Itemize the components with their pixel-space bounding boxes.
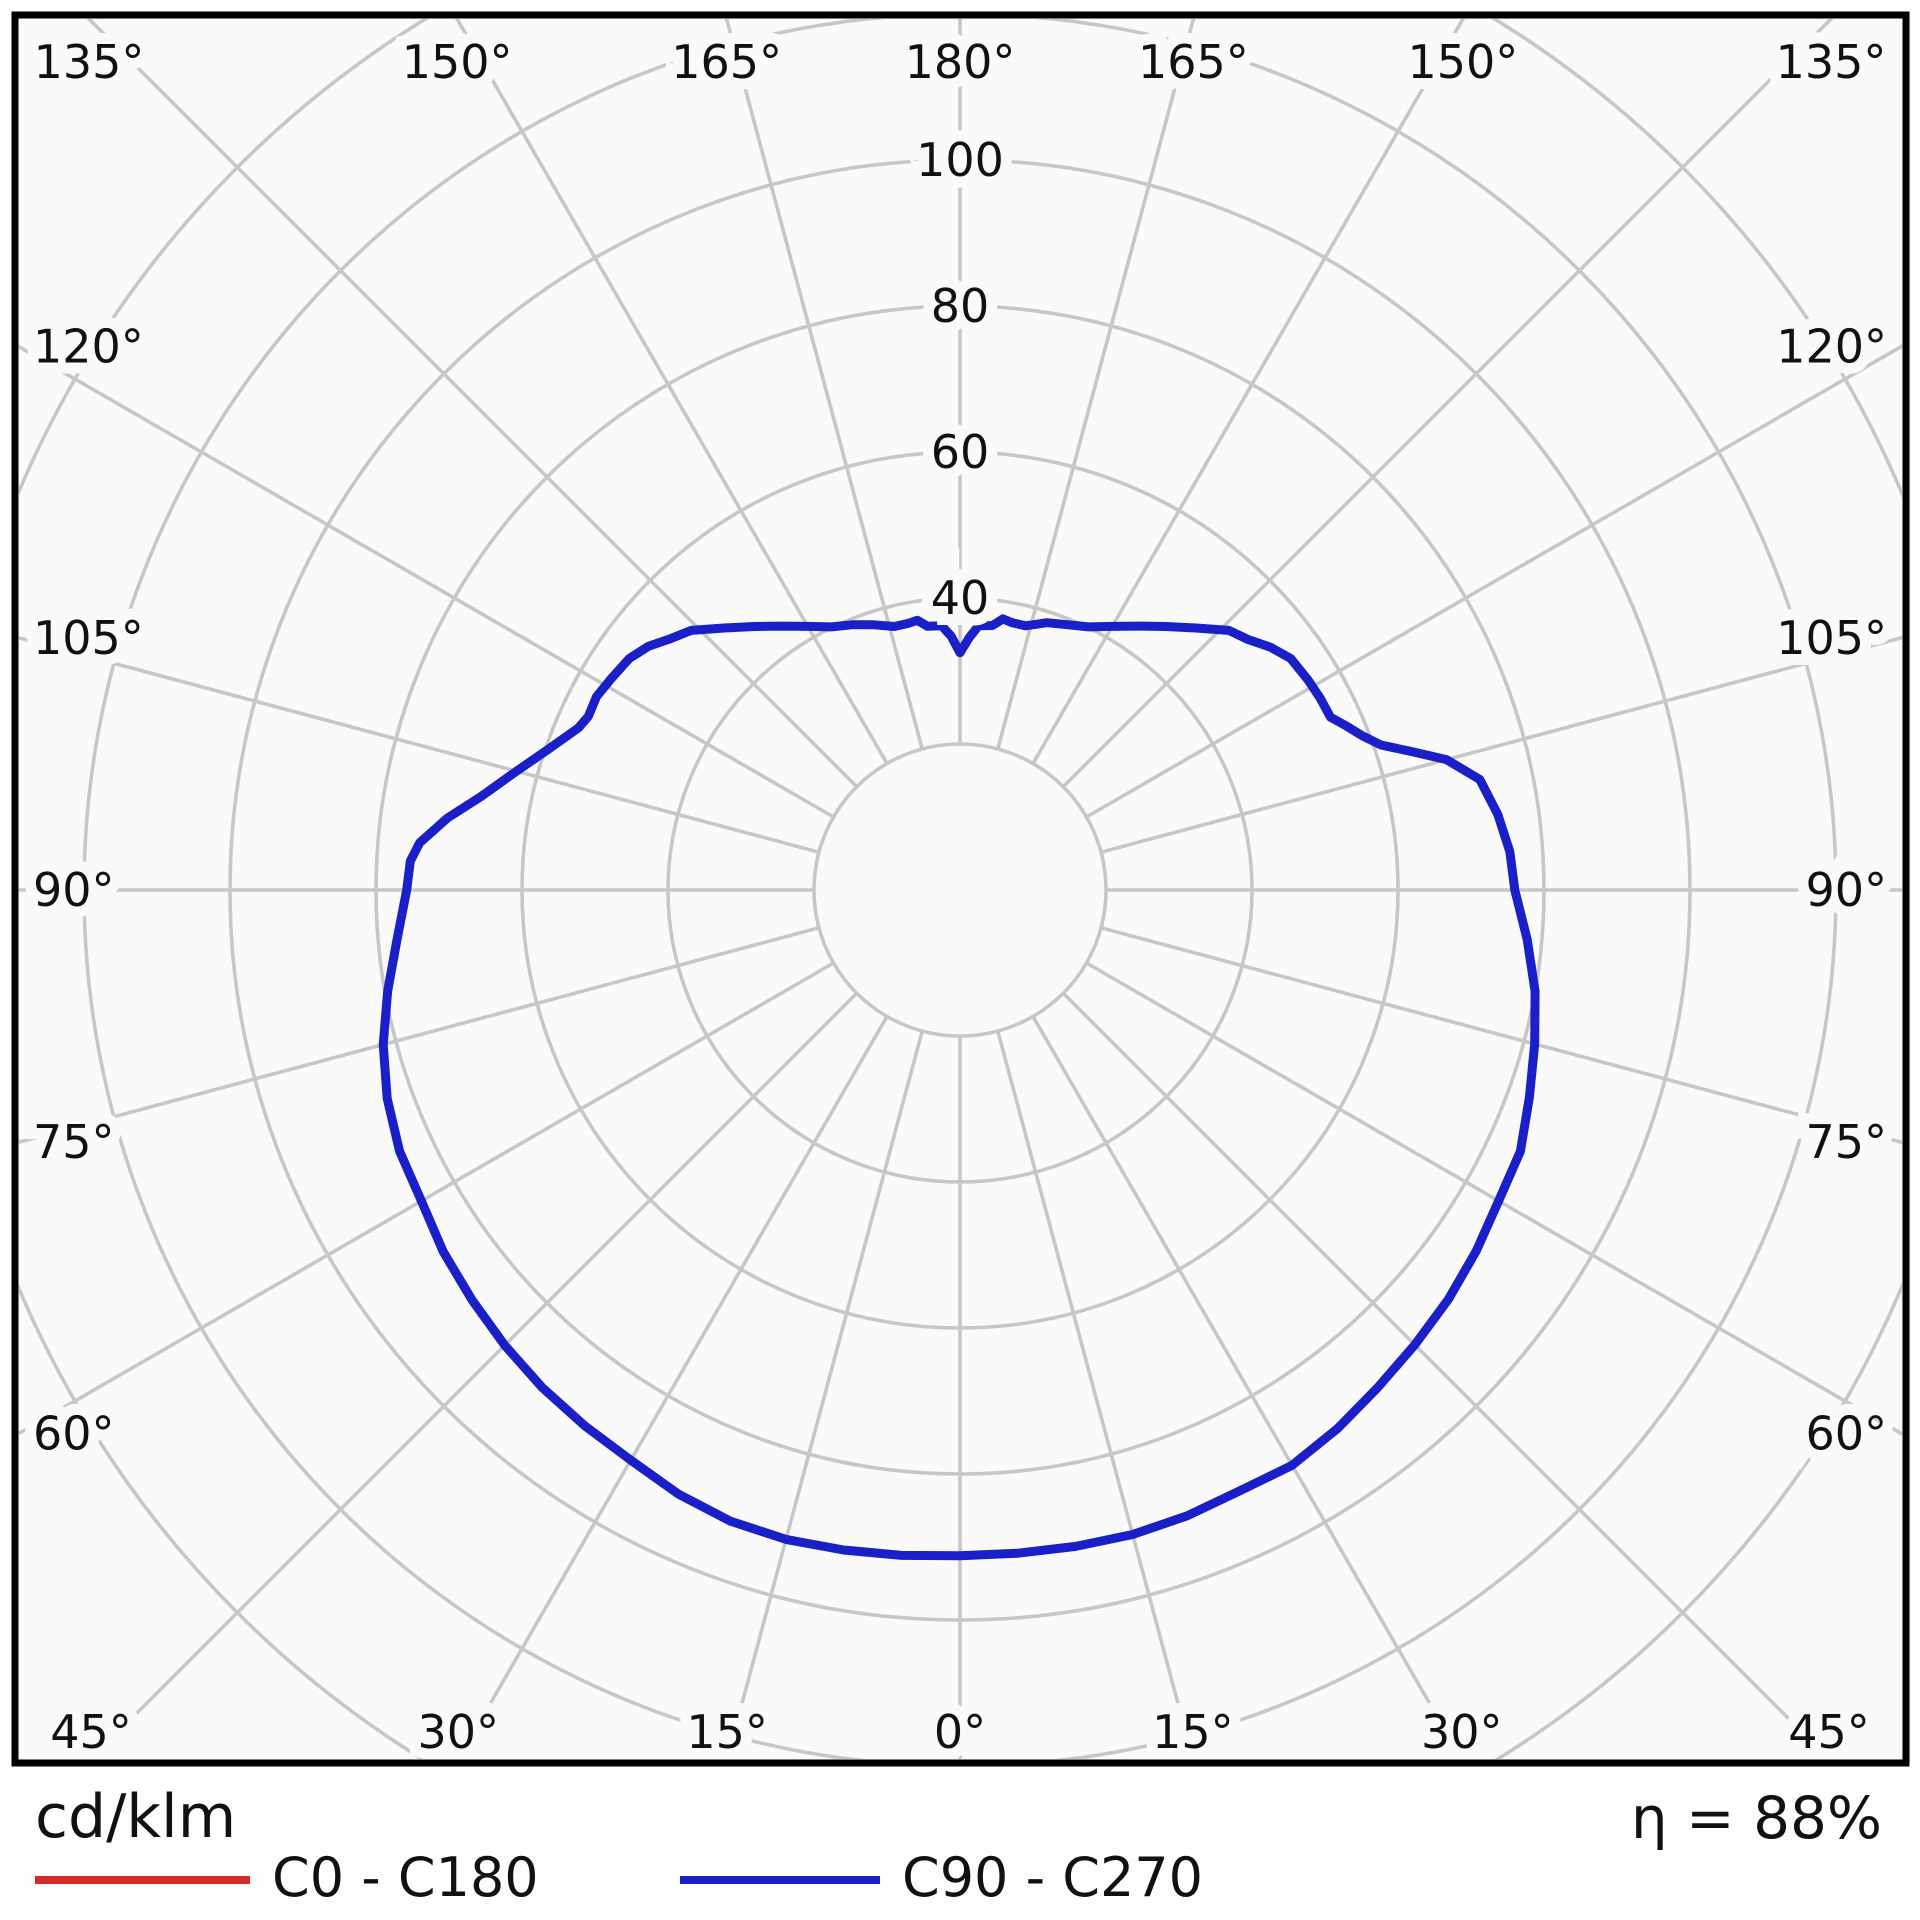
efficiency-label: η = 88%: [1630, 1784, 1882, 1852]
angle-label-left-4: 60°: [33, 1406, 115, 1460]
legend-line-c0-c180: [35, 1876, 250, 1884]
polar-grid-spoke-75-left: [19, 926, 820, 1145]
angle-label-top-3: 180°: [905, 35, 1016, 89]
polar-grid-spoke-60-left: [19, 961, 835, 1436]
angle-label-top-5: 150°: [1407, 35, 1518, 89]
angle-label-right-2: 90°: [1805, 863, 1887, 917]
radial-tick-label-100: 100: [916, 133, 1004, 187]
polar-grid-spoke-165-left: [724, 19, 924, 750]
angle-label-right-3: 75°: [1805, 1115, 1887, 1169]
angle-label-left-0: 120°: [33, 320, 144, 374]
polar-grid-spoke-120-left: [19, 344, 835, 819]
angle-label-top-2: 165°: [671, 35, 782, 89]
polar-grid-spoke-150-left: [455, 19, 889, 765]
angle-label-right-0: 120°: [1776, 320, 1887, 374]
angle-label-bottom-0: 45°: [50, 1705, 132, 1759]
polar-grid-spoke-105-right: [1100, 635, 1902, 854]
angle-label-left-2: 90°: [33, 863, 115, 917]
polar-grid-spoke-60-right: [1085, 961, 1902, 1436]
polar-grid-spoke-150-right: [1031, 19, 1465, 765]
angle-label-bottom-1: 30°: [418, 1705, 500, 1759]
polar-grid-spoke-120-right: [1085, 344, 1902, 819]
angle-label-bottom-6: 45°: [1788, 1705, 1870, 1759]
legend-label-c90-c270: C90 - C270: [902, 1846, 1204, 1909]
radial-tick-label-80: 80: [931, 279, 990, 333]
angle-label-bottom-3: 0°: [934, 1705, 986, 1759]
angle-label-top-0: 135°: [34, 35, 145, 89]
legend-label-c0-c180: C0 - C180: [272, 1846, 539, 1909]
polar-grid-spoke-105-left: [19, 635, 820, 854]
polar-grid-spoke-15-left: [725, 1030, 924, 1759]
angle-label-bottom-2: 15°: [686, 1705, 768, 1759]
angle-label-top-1: 150°: [402, 35, 513, 89]
polar-grid-spoke-30-left: [456, 1015, 889, 1759]
polar-grid-spoke-45-right: [1061, 991, 1832, 1759]
c90-c270-curve: [378, 614, 1540, 1561]
angle-label-bottom-4: 15°: [1152, 1705, 1234, 1759]
legend-line-c90-c270: [680, 1876, 880, 1884]
angle-label-bottom-5: 30°: [1421, 1705, 1503, 1759]
angle-label-top-6: 135°: [1776, 35, 1887, 89]
units-label: cd/klm: [35, 1782, 237, 1852]
angle-label-right-1: 105°: [1776, 611, 1887, 665]
angle-label-left-3: 75°: [33, 1115, 115, 1169]
angle-label-left-1: 105°: [33, 611, 144, 665]
polar-grid-spoke-30-right: [1031, 1015, 1464, 1759]
polar-grid-spoke-135-left: [86, 19, 859, 789]
polar-grid-spoke-45-left: [88, 991, 859, 1759]
radial-tick-label-40: 40: [931, 571, 990, 625]
polar-grid-spoke-165-right: [996, 19, 1196, 750]
polar-grid-spoke-135-right: [1061, 19, 1834, 789]
polar-grid-spoke-75-right: [1100, 926, 1902, 1145]
angle-label-right-4: 60°: [1805, 1406, 1887, 1460]
angle-label-top-4: 165°: [1138, 35, 1249, 89]
polar-grid-spoke-15-right: [996, 1030, 1195, 1759]
plot-border: [11, 11, 1910, 1767]
radial-tick-label-60: 60: [931, 425, 990, 479]
